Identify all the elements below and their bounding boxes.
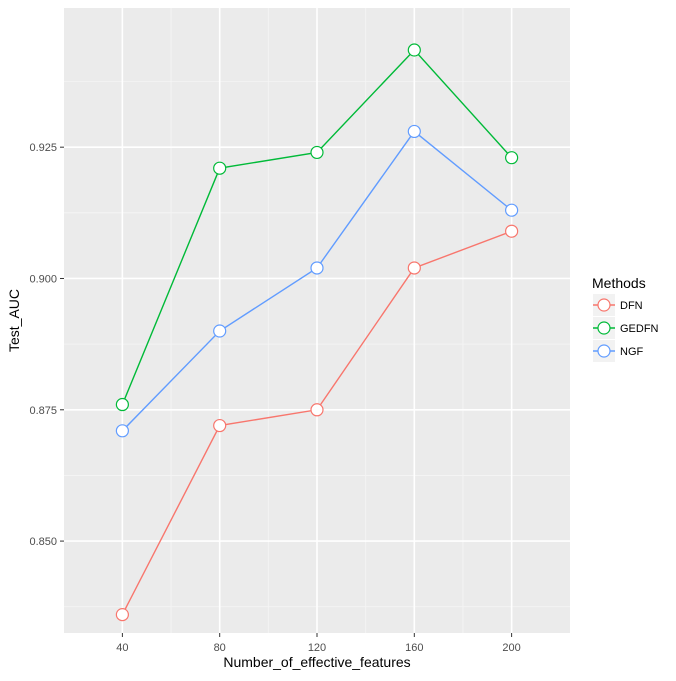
x-tick-label: 160: [405, 642, 423, 654]
series-gedfn: [115, 43, 519, 412]
data-point-ngf: [310, 261, 324, 275]
data-point-gedfn: [115, 397, 129, 412]
x-tick-label: 80: [214, 642, 226, 654]
data-point-ngf: [407, 124, 421, 139]
data-point-dfn: [115, 608, 129, 622]
y-axis: 0.850 0.875 0.900 0.925: [29, 142, 64, 548]
legend-key-marker: [597, 298, 611, 312]
x-tick-label: 120: [308, 642, 326, 654]
data-point-dfn: [407, 261, 421, 275]
y-tick-label: 0.900: [29, 273, 57, 285]
legend-item-dfn: DFN: [593, 294, 643, 316]
data-point-gedfn: [213, 161, 227, 175]
y-tick-label: 0.875: [29, 405, 57, 417]
y-axis-title: Test_AUC: [6, 289, 22, 352]
legend-label: NGF: [620, 346, 644, 358]
data-point-gedfn: [310, 145, 324, 160]
data-point-ngf: [213, 324, 227, 338]
y-tick-label: 0.925: [29, 142, 57, 154]
legend-key-marker: [597, 344, 611, 358]
legend-item-ngf: NGF: [593, 340, 644, 362]
series-layer: [115, 43, 519, 622]
x-tick-label: 40: [116, 642, 128, 654]
data-point-ngf: [505, 203, 519, 217]
legend-key-marker: [597, 321, 611, 335]
data-point-dfn: [310, 403, 324, 417]
data-point-gedfn: [505, 151, 519, 165]
legend-title: Methods: [592, 275, 646, 291]
legend-label: DFN: [620, 300, 643, 312]
series-ngf: [115, 124, 519, 438]
legend-item-gedfn: GEDFN: [593, 317, 659, 339]
x-axis: 40 80 120 160 200: [116, 633, 521, 654]
data-point-dfn: [213, 418, 227, 433]
data-point-dfn: [505, 224, 519, 238]
data-point-ngf: [115, 424, 129, 438]
legend-label: GEDFN: [620, 323, 659, 335]
x-axis-title: Number_of_effective_features: [223, 654, 410, 670]
y-tick-label: 0.850: [29, 536, 57, 548]
x-tick-label: 200: [502, 642, 520, 654]
data-point-gedfn: [407, 43, 421, 57]
legend: Methods DFN GEDFN NGF: [592, 275, 659, 362]
series-dfn: [115, 224, 519, 622]
